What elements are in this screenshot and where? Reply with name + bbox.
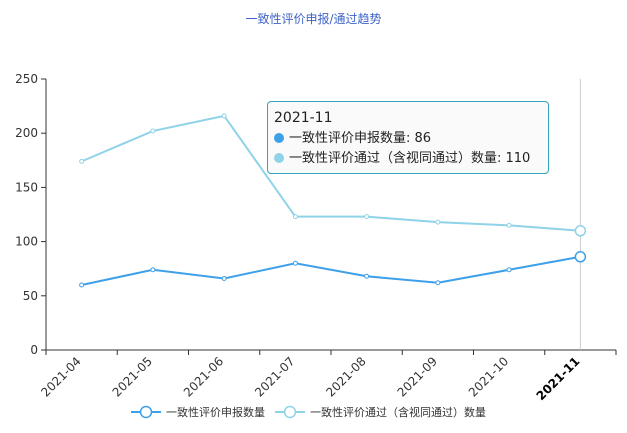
tooltip: 2021-11 一致性评价申报数量: 86 一致性评价通过（含视同通过）数量: … <box>267 101 549 174</box>
data-point <box>150 267 156 273</box>
data-point <box>506 222 512 228</box>
data-point <box>364 214 370 220</box>
data-point <box>506 267 512 273</box>
tooltip-dot-passed <box>274 153 284 163</box>
x-tick-label: 2021-05 <box>110 354 155 399</box>
y-tick-label: 100 <box>15 235 38 249</box>
y-tick-label: 250 <box>15 72 38 86</box>
y-tick-label: 200 <box>15 126 38 140</box>
tooltip-row-passed: 一致性评价通过（含视同通过）数量: 110 <box>274 149 542 169</box>
legend: 一致性评价申报数量 一致性评价通过（含视同通过）数量 <box>131 405 486 419</box>
data-point <box>221 275 227 281</box>
tooltip-label-passed: 一致性评价通过（含视同通过）数量: 110 <box>289 151 531 166</box>
data-point <box>292 214 298 220</box>
x-tick-label: 2021-04 <box>38 354 83 399</box>
data-point <box>221 113 227 119</box>
data-point <box>574 225 587 237</box>
data-point <box>79 158 85 164</box>
y-tick-label: 50 <box>23 289 38 303</box>
series-layer <box>79 113 587 288</box>
x-tick-label: 2021-10 <box>466 354 511 399</box>
legend-marker-0 <box>139 405 153 419</box>
tooltip-title: 2021-11 <box>274 110 333 126</box>
data-point <box>150 128 156 134</box>
legend-label-0: 一致性评价申报数量 <box>166 405 265 419</box>
legend-marker-1 <box>283 405 297 419</box>
chart-title: 一致性评价申报/通过趋势 <box>245 12 382 26</box>
data-point <box>292 260 298 266</box>
x-tick-label: 2021-07 <box>252 354 297 399</box>
y-tick-label: 150 <box>15 180 38 194</box>
data-point <box>574 251 587 263</box>
data-point <box>79 282 85 288</box>
tooltip-dot-declared <box>274 133 284 143</box>
series-line-1 <box>81 114 581 232</box>
x-tick-label: 2021-06 <box>181 354 226 399</box>
x-tick-label: 2021-11 <box>534 354 583 403</box>
legend-label-1: 一致性评价通过（含视同通过）数量 <box>310 405 486 419</box>
tooltip-row-declared: 一致性评价申报数量: 86 <box>274 129 542 149</box>
y-tick-label: 0 <box>30 343 38 357</box>
data-point <box>364 273 370 279</box>
data-point <box>435 280 441 286</box>
series-line-0 <box>81 255 581 286</box>
x-tick-label: 2021-08 <box>323 354 368 399</box>
data-point <box>435 219 441 225</box>
x-tick-label: 2021-09 <box>395 354 440 399</box>
tooltip-label-declared: 一致性评价申报数量: 86 <box>289 131 432 146</box>
